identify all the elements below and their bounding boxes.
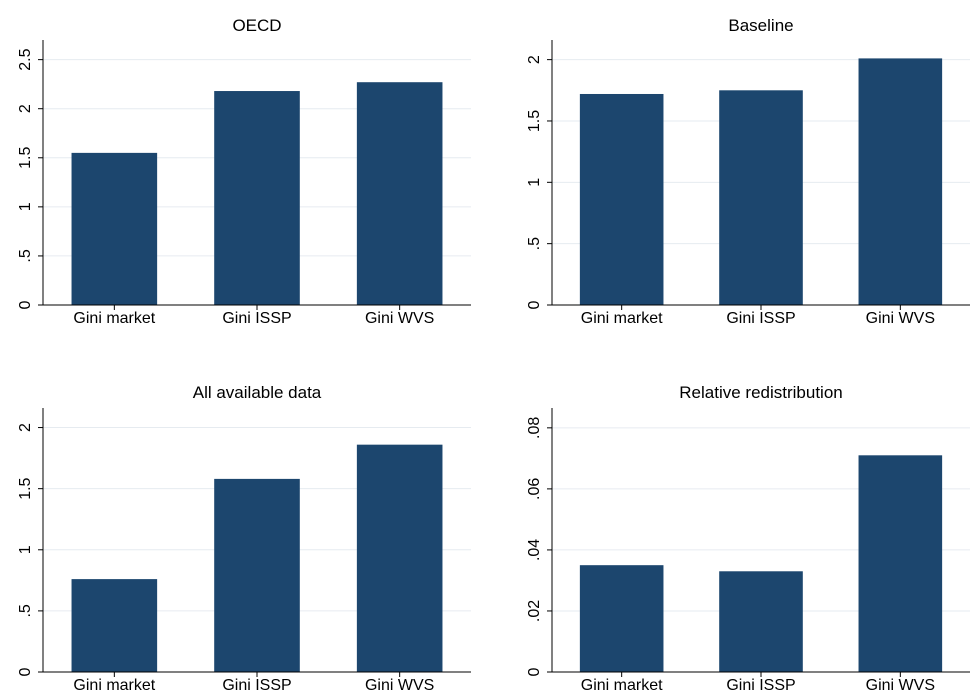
y-tick-label: 0 xyxy=(17,667,34,676)
y-tick-label: .06 xyxy=(526,478,543,500)
chart-panel-1: OECD 0 .5 1 1.5 2 2.5 Gini market Gini ISSP Gini … xyxy=(17,16,471,327)
y-tick-label: .08 xyxy=(526,417,543,439)
bar-gini-wvs xyxy=(356,444,443,672)
y-tick-label: .5 xyxy=(526,237,543,250)
y-tick-label: .5 xyxy=(17,249,34,262)
y-tick-label: .5 xyxy=(17,604,34,617)
x-category-label: Gini WVS xyxy=(866,677,935,694)
y-tick-label: 2 xyxy=(17,104,34,113)
bar-gini-market xyxy=(71,579,158,672)
x-category-label: Gini WVS xyxy=(866,310,935,327)
y-tick-label: 0 xyxy=(526,667,543,676)
bar-gini-wvs xyxy=(356,82,443,305)
chart-title: All available data xyxy=(193,383,322,402)
bar-gini-issp xyxy=(719,571,803,672)
x-category-label: Gini ISSP xyxy=(222,677,291,694)
y-tick-label: 1 xyxy=(17,545,34,554)
chart-title: Relative redistribution xyxy=(679,383,842,402)
x-category-label: Gini ISSP xyxy=(222,310,291,327)
bar-gini-issp xyxy=(214,478,300,672)
y-tick-label: .04 xyxy=(526,539,543,561)
y-tick-label: 1 xyxy=(526,178,543,187)
x-category-label: Gini WVS xyxy=(365,310,434,327)
bar-gini-market xyxy=(71,152,158,305)
y-tick-label: 1 xyxy=(17,202,34,211)
chart-title: Baseline xyxy=(728,16,793,35)
y-tick-label: 0 xyxy=(526,300,543,309)
y-tick-label: 2 xyxy=(526,55,543,64)
bar-gini-issp xyxy=(719,90,803,305)
y-tick-label: 1.5 xyxy=(17,147,34,169)
bar-gini-wvs xyxy=(858,455,943,672)
chart-title: OECD xyxy=(232,16,281,35)
bar-gini-wvs xyxy=(858,58,943,306)
bar-gini-market xyxy=(579,93,664,306)
y-tick-label: 2.5 xyxy=(17,48,34,70)
y-tick-label: 1.5 xyxy=(526,110,543,132)
x-category-label: Gini WVS xyxy=(365,677,434,694)
x-category-label: Gini market xyxy=(581,310,663,327)
bar-gini-issp xyxy=(214,91,300,305)
x-category-label: Gini market xyxy=(581,677,663,694)
x-category-label: Gini ISSP xyxy=(726,677,795,694)
x-category-label: Gini market xyxy=(73,310,155,327)
y-tick-label: 1.5 xyxy=(17,477,34,499)
y-tick-label: 2 xyxy=(17,423,34,432)
x-category-label: Gini ISSP xyxy=(726,310,795,327)
chart-panel-4: Relative redistribution 0 .02 .04 .06 .08 Gini… xyxy=(526,383,970,694)
y-tick-label: 0 xyxy=(17,300,34,309)
bar-gini-market xyxy=(579,565,664,672)
chart-panel-2: Baseline 0 .5 1 1.5 2 Gini market Gini ISSP Gini… xyxy=(526,16,970,327)
x-category-label: Gini market xyxy=(73,677,155,694)
y-tick-label: .02 xyxy=(526,600,543,622)
chart-panel-3: All available data 0 .5 1 1.5 2 Gini market Gin… xyxy=(17,383,471,694)
